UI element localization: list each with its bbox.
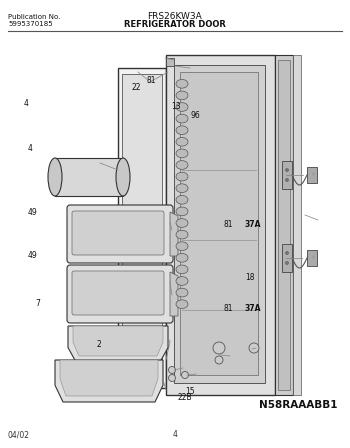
Bar xyxy=(55,158,123,196)
Bar xyxy=(275,55,293,395)
Text: 04/02: 04/02 xyxy=(8,430,30,439)
Text: 22B: 22B xyxy=(178,393,193,402)
Text: 22: 22 xyxy=(132,83,141,92)
Text: 7: 7 xyxy=(35,299,40,308)
Text: Publication No.: Publication No. xyxy=(8,14,60,20)
Bar xyxy=(180,72,258,375)
Text: N58RAAABB1: N58RAAABB1 xyxy=(259,400,338,410)
Bar xyxy=(282,244,292,272)
Ellipse shape xyxy=(176,103,188,112)
Text: 81: 81 xyxy=(223,220,233,229)
Text: 4: 4 xyxy=(28,144,33,153)
Ellipse shape xyxy=(176,300,188,309)
Bar xyxy=(174,65,265,383)
Ellipse shape xyxy=(176,138,188,146)
Ellipse shape xyxy=(176,207,188,216)
Polygon shape xyxy=(60,360,158,396)
Polygon shape xyxy=(73,326,163,356)
Bar xyxy=(307,250,317,266)
Text: 4: 4 xyxy=(173,430,177,439)
Text: 49: 49 xyxy=(28,251,38,260)
Text: 96: 96 xyxy=(191,111,201,120)
FancyBboxPatch shape xyxy=(72,271,164,315)
Bar xyxy=(307,167,317,183)
Ellipse shape xyxy=(176,126,188,134)
Text: 37A: 37A xyxy=(245,220,261,229)
Circle shape xyxy=(286,251,288,254)
Ellipse shape xyxy=(176,172,188,181)
Polygon shape xyxy=(170,272,178,316)
Ellipse shape xyxy=(116,158,130,196)
Ellipse shape xyxy=(176,161,188,169)
Text: 4: 4 xyxy=(24,99,29,108)
Text: 81: 81 xyxy=(146,76,156,85)
Bar xyxy=(166,58,174,66)
Ellipse shape xyxy=(176,265,188,274)
Ellipse shape xyxy=(176,79,188,88)
Text: 81: 81 xyxy=(223,304,233,313)
Bar xyxy=(166,55,275,395)
Text: REFRIGERATOR DOOR: REFRIGERATOR DOOR xyxy=(124,20,226,29)
Ellipse shape xyxy=(176,91,188,100)
Text: 37A: 37A xyxy=(245,304,261,313)
Text: 15: 15 xyxy=(186,387,195,396)
Ellipse shape xyxy=(176,195,188,204)
Ellipse shape xyxy=(176,242,188,250)
Text: FRS26KW3A: FRS26KW3A xyxy=(148,12,202,21)
Text: 2: 2 xyxy=(96,340,101,349)
FancyBboxPatch shape xyxy=(72,211,164,255)
Polygon shape xyxy=(55,360,163,402)
Bar xyxy=(293,55,301,395)
Circle shape xyxy=(286,262,288,264)
FancyBboxPatch shape xyxy=(67,265,173,323)
Text: 49: 49 xyxy=(28,208,38,217)
Ellipse shape xyxy=(48,158,62,196)
Ellipse shape xyxy=(176,288,188,297)
Circle shape xyxy=(168,375,175,382)
Ellipse shape xyxy=(176,219,188,227)
Text: 5995370185: 5995370185 xyxy=(8,21,52,27)
Ellipse shape xyxy=(176,230,188,239)
Circle shape xyxy=(168,366,175,374)
Text: 13: 13 xyxy=(171,102,181,111)
Circle shape xyxy=(182,371,189,379)
Text: 18: 18 xyxy=(245,273,254,282)
Polygon shape xyxy=(170,212,178,256)
Circle shape xyxy=(286,178,288,181)
Ellipse shape xyxy=(176,254,188,262)
Circle shape xyxy=(286,168,288,172)
Ellipse shape xyxy=(176,184,188,193)
Polygon shape xyxy=(68,326,168,362)
Bar xyxy=(118,68,166,388)
Bar xyxy=(278,60,290,390)
FancyBboxPatch shape xyxy=(67,205,173,263)
Circle shape xyxy=(213,342,225,354)
Circle shape xyxy=(249,343,259,353)
Ellipse shape xyxy=(176,114,188,123)
Bar xyxy=(282,161,292,189)
Bar xyxy=(122,74,162,382)
Circle shape xyxy=(215,356,223,364)
Ellipse shape xyxy=(176,149,188,158)
Ellipse shape xyxy=(176,277,188,285)
